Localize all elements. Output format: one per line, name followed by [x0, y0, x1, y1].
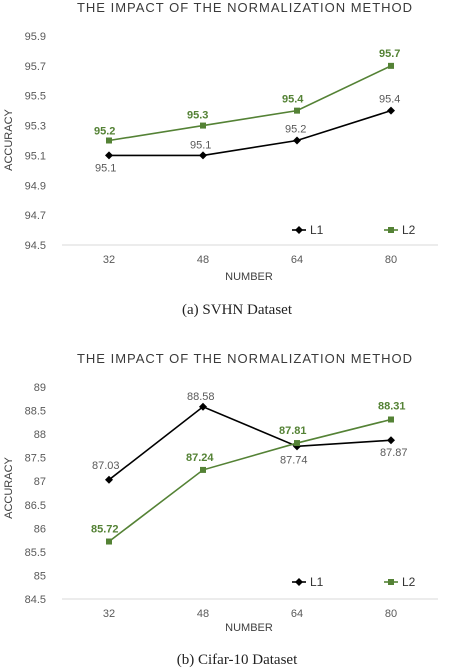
chart-a-y-axis-label: ACCURACY [3, 108, 15, 170]
chart-a-legend-marker-l2 [388, 227, 394, 233]
chart-b-y-axis-label: ACCURACY [3, 456, 15, 518]
chart-a-title: THE IMPACT OF THE NORMALIZATION METHOD [77, 0, 413, 15]
chart-a-y-tick-label: 95.5 [25, 91, 46, 103]
chart-a-y-tick-label: 94.9 [25, 180, 46, 192]
chart-b-series-l2-line [108, 418, 392, 543]
chart-b-series-l1-point [199, 402, 207, 411]
chart-b-data-label: 87.81 [279, 425, 307, 437]
chart-a-x-tick-label: 32 [103, 254, 115, 266]
chart-a-series-l2-point [106, 137, 112, 144]
chart-b-x-tick-label: 32 [103, 608, 115, 620]
chart-b-x-tick-label: 48 [197, 608, 209, 620]
chart-b-y-tick-label: 87 [34, 476, 46, 488]
chart-b-series-l1-point [105, 475, 113, 484]
chart-b-data-label: 87.74 [280, 454, 308, 466]
chart-a-y-tick-label: 95.3 [25, 121, 46, 133]
chart-a-y-tick-label: 95.9 [25, 31, 46, 43]
chart-a-series-l1-point [105, 151, 113, 160]
chart-b-series-l2-point [106, 538, 112, 545]
chart-a-x-axis-label: NUMBER [225, 271, 273, 283]
chart-b-series-l1-point [387, 436, 395, 445]
chart-a-series-l2-line [108, 65, 392, 142]
chart-b-data-label: 88.58 [187, 391, 215, 403]
chart-b-legend-marker-l2 [388, 579, 394, 585]
chart-b-x-axis-label: NUMBER [225, 622, 273, 634]
chart-b-series-l2-point [294, 440, 300, 447]
chart-b-y-tick-label: 86.5 [25, 500, 46, 512]
chart-a-x-tick-label: 48 [197, 254, 209, 266]
chart-a-series-l1-point [293, 136, 301, 145]
chart-a-data-label: 95.4 [282, 94, 304, 106]
chart-a-series-l2-point [200, 122, 206, 129]
chart-a-y-tick-label: 94.5 [25, 240, 46, 252]
chart-b-legend-marker-l1 [295, 578, 303, 586]
chart-a-data-label: 95.4 [379, 94, 400, 106]
chart-a-y-tick-label: 95.7 [25, 61, 46, 73]
chart-a-data-label: 95.7 [379, 48, 400, 60]
chart-a-legend-label-l2: L2 [402, 223, 416, 237]
chart-b-plot: 84.5 85 85.5 86 86.5 87 87.5 88 88.5 89 32 48 64 80 87… [25, 382, 438, 620]
chart-a-data-label: 95.2 [94, 126, 115, 138]
chart-b-y-tick-label: 85 [34, 570, 46, 582]
chart-b-data-label: 87.24 [186, 452, 214, 464]
chart-b-y-tick-label: 84.5 [25, 594, 46, 606]
chart-a-caption: (a) SVHN Dataset [182, 302, 293, 318]
chart-b-data-label: 88.31 [378, 401, 406, 413]
chart-b-y-tick-label: 88.5 [25, 406, 46, 418]
chart-b-caption: (b) Cifar-10 Dataset [177, 652, 298, 668]
chart-b-data-label: 87.03 [92, 460, 120, 472]
chart-a-series-l1-line [109, 109, 392, 157]
chart-b-x-tick-label: 80 [385, 608, 397, 620]
chart-b-data-label: 87.87 [380, 447, 408, 459]
chart-b-y-tick-label: 88 [34, 429, 46, 441]
chart-a-x-tick-label: 80 [385, 254, 397, 266]
chart-a-series-l1-point [387, 106, 395, 115]
chart-a-y-tick-label: 94.7 [25, 210, 46, 222]
chart-b-x-tick-label: 64 [291, 608, 303, 620]
chart-a-legend-marker-l1 [295, 226, 303, 234]
chart-a-data-label: 95.1 [95, 162, 116, 174]
chart-a-series-l2-point [294, 107, 300, 114]
chart-a-data-label: 95.1 [190, 139, 211, 151]
chart-b-series-l2-point [200, 466, 206, 473]
chart-a-series-l1-point [199, 151, 207, 160]
chart-b-series-l1-line [108, 405, 392, 481]
chart-b-y-tick-label: 86 [34, 523, 46, 535]
chart-b-y-tick-label: 89 [34, 382, 46, 394]
chart-a-data-label: 95.2 [285, 124, 306, 136]
chart-b-title: THE IMPACT OF THE NORMALIZATION METHOD [77, 351, 413, 366]
chart-a-data-label: 95.3 [187, 110, 208, 122]
chart-b-legend-label-l1: L1 [310, 575, 324, 589]
chart-a-x-tick-label: 64 [291, 254, 303, 266]
chart-b-y-tick-label: 87.5 [25, 453, 46, 465]
chart-a-series-l2-point [388, 62, 394, 69]
chart-a-y-tick-label: 95.1 [25, 150, 46, 162]
chart-b-data-label: 85.72 [91, 524, 119, 536]
chart-b-y-tick-label: 85.5 [25, 547, 46, 559]
chart-b-series-l2-point [388, 416, 394, 423]
chart-a-plot: 94.5 94.7 94.9 95.1 95.3 95.5 95.7 95.9 32 48 64 80… [25, 31, 438, 266]
chart-a-legend-label-l1: L1 [310, 223, 324, 237]
chart-b-legend-label-l2: L2 [402, 575, 416, 589]
